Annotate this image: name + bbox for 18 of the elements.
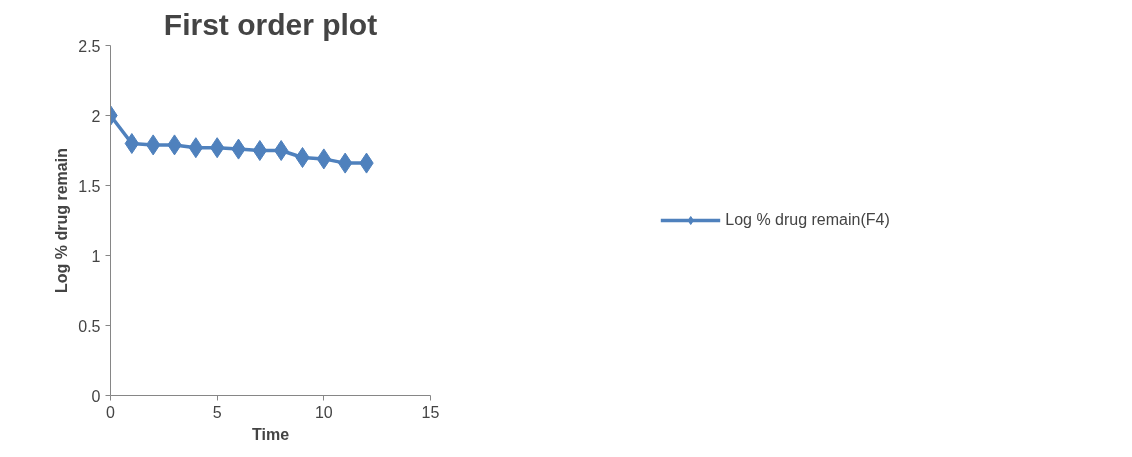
x-tick-label: 5 <box>212 403 222 421</box>
point <box>274 140 289 161</box>
legend-label: Log % drug remain(F4) <box>725 211 890 229</box>
y-tick-label: 0 <box>91 387 101 405</box>
y-tick-label: 0.5 <box>78 317 101 335</box>
point <box>252 140 267 161</box>
point <box>124 133 139 154</box>
y-tick-label: 2 <box>91 107 101 125</box>
x-axis-title: Time <box>251 425 290 443</box>
x-tick-label: 10 <box>314 403 333 421</box>
chart-title: First order plot <box>163 7 378 41</box>
point <box>295 147 310 168</box>
y-tick-label: 2.5 <box>78 37 101 55</box>
x-tick-label: 0 <box>106 403 116 421</box>
y-axis-title: Log % drug remain <box>53 148 71 293</box>
y-tick-label: 1.5 <box>78 177 101 195</box>
y-tick-label: 1 <box>91 247 101 265</box>
x-tick-label: 15 <box>421 403 440 421</box>
